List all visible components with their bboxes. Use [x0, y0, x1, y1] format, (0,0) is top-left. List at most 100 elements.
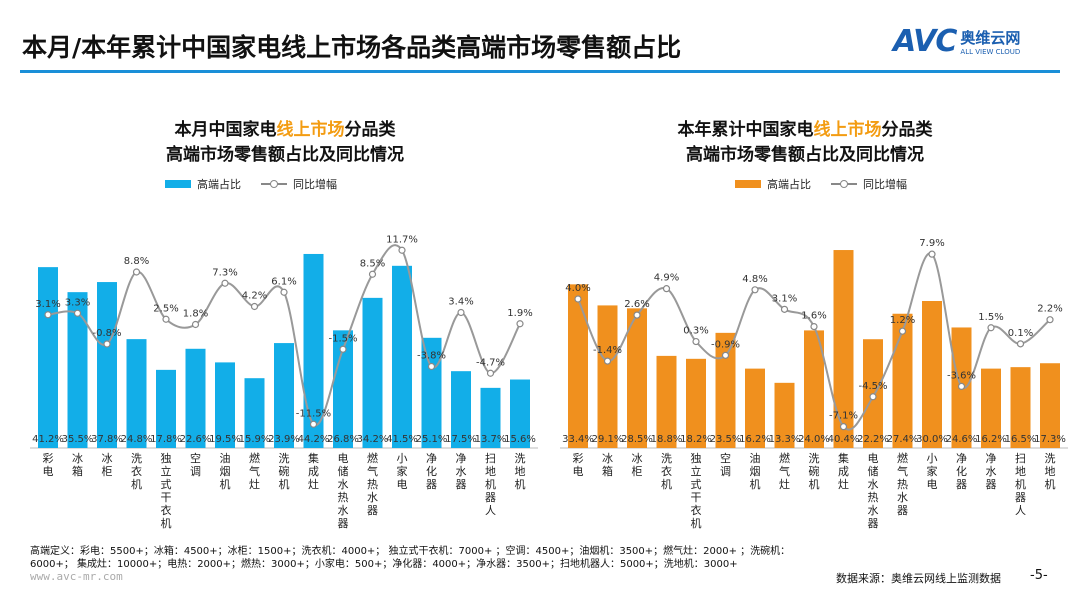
line-point — [987, 324, 995, 332]
website-url: www.avc-mr.com — [30, 570, 123, 583]
bar-label: 16.2% — [975, 434, 1007, 445]
category-label: 燃气灶 — [249, 451, 260, 491]
line-label: 0.3% — [683, 326, 708, 337]
line-point — [810, 323, 818, 331]
category-label: 冰柜 — [102, 452, 113, 478]
bar — [215, 362, 235, 448]
bar — [922, 301, 942, 448]
line-point — [44, 311, 52, 319]
line-label: 1.5% — [978, 312, 1003, 323]
bar-label: 40.4% — [828, 434, 860, 445]
bar — [333, 330, 353, 448]
line-label: 7.9% — [919, 238, 944, 249]
line-point — [1046, 316, 1054, 324]
bar — [774, 382, 795, 448]
line-label: 3.3% — [65, 297, 90, 308]
left-chart-title: 本月中国家电线上市场分品类 高端市场零售额占比及同比情况 — [166, 120, 404, 165]
line-point — [132, 268, 141, 276]
bar — [656, 355, 677, 448]
line-label: -3.8% — [417, 351, 446, 362]
bar — [480, 387, 501, 448]
line-label: 4.2% — [242, 291, 267, 302]
logo-en: ALL VIEW CLOUD — [960, 48, 1021, 56]
bar-label: 35.5% — [62, 434, 94, 445]
line-label: 1.8% — [183, 309, 208, 320]
category-label: 冰柜 — [632, 452, 643, 478]
bar — [981, 368, 1001, 448]
bar-label: 24.8% — [121, 434, 153, 445]
line-label: -0.9% — [711, 339, 740, 350]
category-label: 空调 — [720, 451, 731, 478]
line-label: -1.4% — [593, 345, 622, 356]
category-label: 净化器 — [426, 451, 437, 491]
bar-label: 13.3% — [769, 434, 801, 445]
line-label: -4.7% — [476, 357, 505, 368]
line-point — [957, 382, 966, 390]
category-label: 油烟机 — [750, 451, 761, 491]
bar — [686, 358, 706, 448]
right-chart-title: 本年累计中国家电线上市场分品类 高端市场零售额占比及同比情况 — [677, 120, 933, 165]
bar — [67, 292, 88, 448]
bar — [362, 297, 383, 448]
line-label: 7.3% — [212, 267, 237, 278]
line-label: 4.8% — [742, 274, 767, 285]
bar-label: 18.2% — [680, 434, 712, 445]
yoy-line — [47, 244, 521, 427]
bar — [1040, 363, 1060, 448]
bar-label: 15.6% — [504, 434, 536, 445]
logo-text: AVC — [893, 24, 957, 59]
line-label: 4.0% — [565, 283, 590, 294]
title-divider — [20, 70, 1060, 73]
bar-label: 24.6% — [946, 434, 978, 445]
line-label: 8.5% — [360, 258, 385, 269]
bar — [97, 282, 117, 448]
bar-label: 26.8% — [327, 434, 359, 445]
line-point — [73, 309, 82, 317]
line-label: -1.5% — [328, 333, 357, 344]
line-label: -3.6% — [947, 370, 976, 381]
bar — [715, 332, 736, 448]
bar-label: 30.0% — [916, 434, 948, 445]
bar-label: 18.8% — [651, 434, 683, 445]
bar-label: 17.8% — [150, 434, 182, 445]
definition-note-1: 高端定义：彩电：5500+；冰箱：4500+；冰柜：1500+；洗衣机：4000… — [30, 546, 791, 557]
line-label: 3.1% — [772, 293, 797, 304]
bar — [1010, 367, 1031, 448]
line-point — [457, 308, 465, 317]
bar-label: 16.5% — [1005, 434, 1037, 445]
bar — [833, 250, 854, 448]
category-label: 集成灶 — [838, 451, 849, 491]
line-label: -0.8% — [92, 328, 121, 339]
category-label: 洗碗机 — [809, 452, 820, 491]
line-point — [398, 246, 406, 254]
line-point — [516, 320, 524, 328]
line-label: 11.7% — [386, 234, 418, 245]
line-label: 1.6% — [801, 311, 826, 322]
bar — [274, 343, 294, 448]
line-point — [1016, 340, 1025, 348]
bar-label: 25.1% — [416, 434, 448, 445]
logo-cn: 奥维云网 — [960, 29, 1021, 47]
bar — [892, 313, 913, 448]
category-label: 电储水热水器 — [338, 452, 349, 530]
bar-label: 29.1% — [592, 434, 624, 445]
bar-label: 27.4% — [887, 434, 919, 445]
line-label: 1.9% — [507, 308, 532, 319]
category-label: 冰箱 — [602, 452, 613, 478]
bar — [156, 369, 176, 448]
line-point — [427, 362, 436, 371]
line-point — [869, 393, 877, 401]
bar-label: 23.5% — [710, 434, 742, 445]
category-label: 燃气热水器 — [367, 451, 378, 517]
page-title: 本月/本年累计中国家电线上市场各品类高端市场零售额占比 — [22, 33, 682, 62]
bar-label: 33.4% — [562, 434, 594, 445]
line-label: -7.1% — [829, 411, 858, 422]
line-label: 2.5% — [153, 303, 178, 314]
right-legend: 高端占比 同比增幅 — [735, 176, 907, 192]
line-point — [368, 270, 377, 278]
category-label: 冰箱 — [72, 452, 83, 478]
category-label: 集成灶 — [308, 451, 319, 491]
left-legend: 高端占比 同比增幅 — [165, 176, 337, 192]
line-label: 0.1% — [1008, 328, 1033, 339]
definition-note-2: 6000+； 集成灶：10000+；电热：2000+；燃热：3000+；小家电：… — [30, 559, 738, 570]
